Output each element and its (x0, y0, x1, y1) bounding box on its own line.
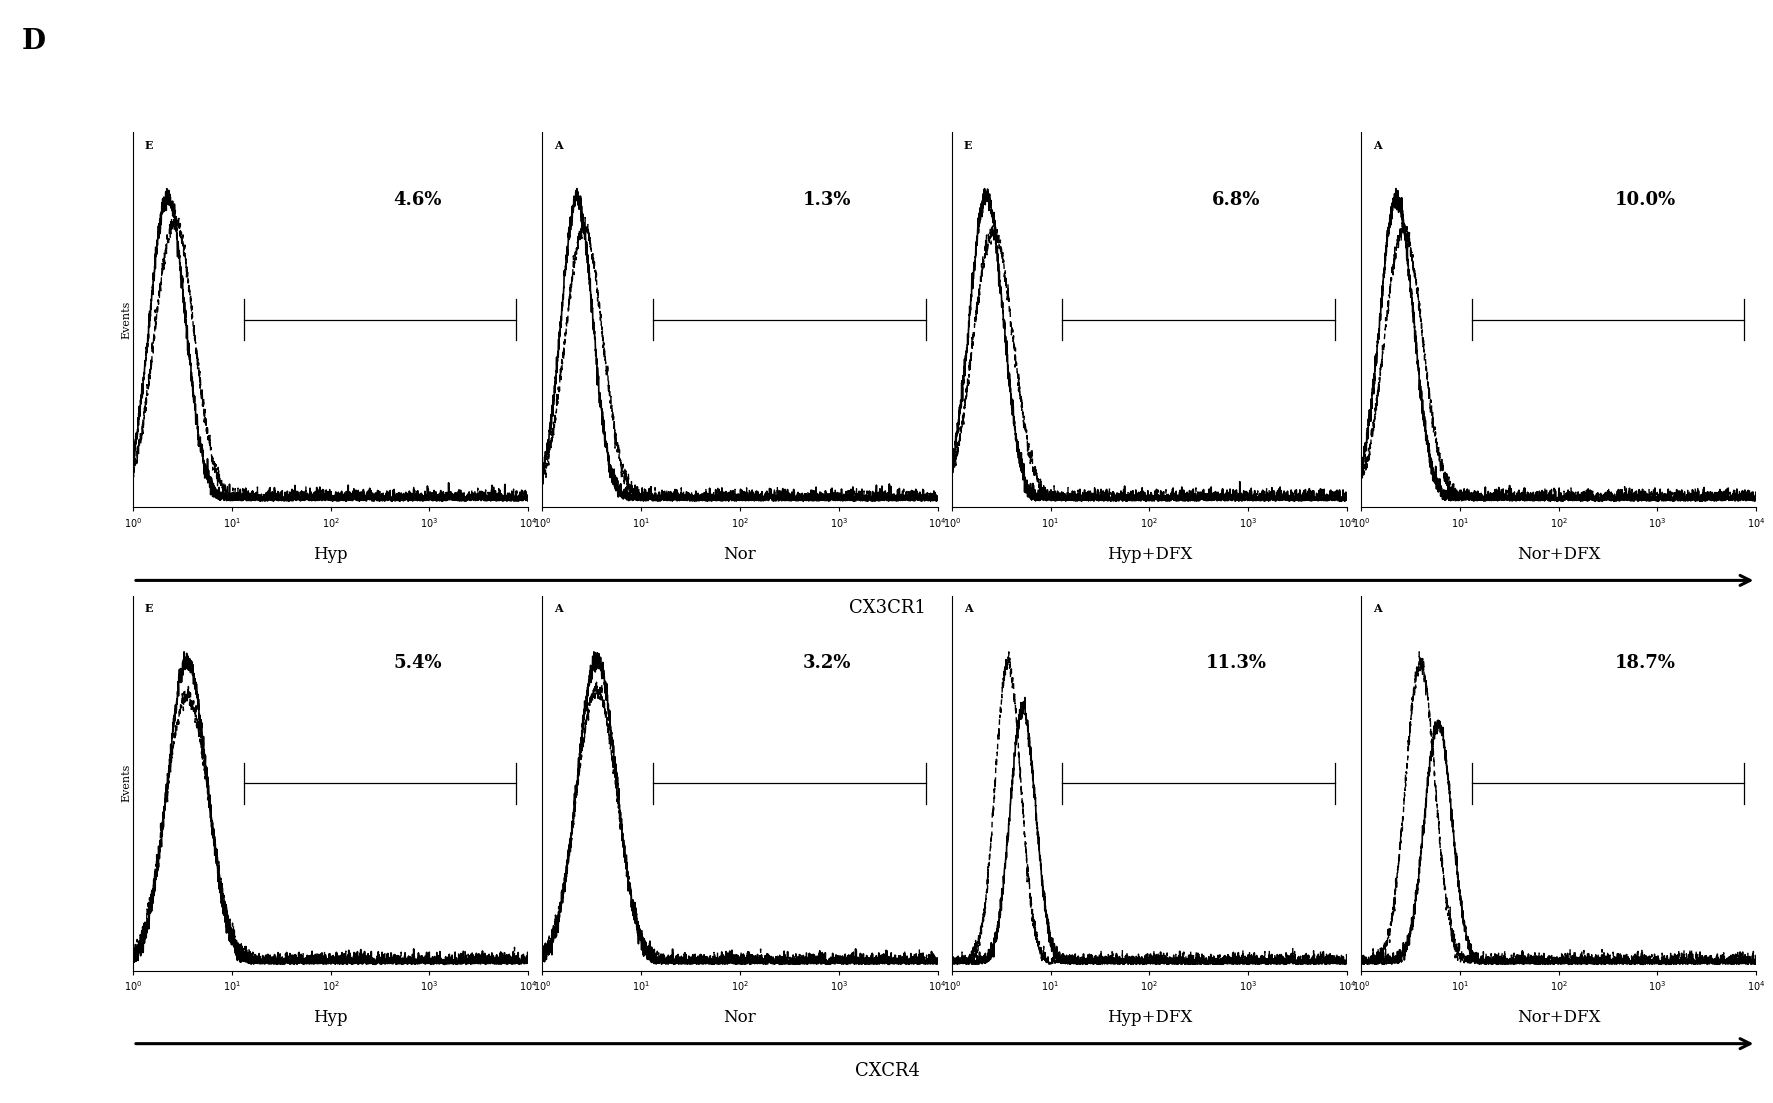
Text: E: E (145, 140, 152, 151)
Text: 4.6%: 4.6% (394, 191, 441, 208)
Text: CXCR4: CXCR4 (855, 1062, 918, 1080)
Text: A: A (963, 603, 972, 614)
Text: E: E (145, 603, 152, 614)
Text: 10.0%: 10.0% (1613, 191, 1675, 208)
Text: Hyp: Hyp (314, 546, 348, 563)
Text: A: A (1372, 603, 1381, 614)
Text: A: A (553, 603, 562, 614)
Text: 3.2%: 3.2% (801, 654, 851, 672)
Text: A: A (1372, 140, 1381, 151)
Text: 5.4%: 5.4% (394, 654, 441, 672)
Text: 6.8%: 6.8% (1211, 191, 1261, 208)
Text: E: E (963, 140, 972, 151)
Text: CX3CR1: CX3CR1 (847, 599, 926, 617)
Text: 1.3%: 1.3% (801, 191, 851, 208)
Text: Nor+DFX: Nor+DFX (1516, 546, 1599, 563)
Text: A: A (553, 140, 562, 151)
Text: Nor+DFX: Nor+DFX (1516, 1009, 1599, 1026)
Text: Hyp: Hyp (314, 1009, 348, 1026)
Text: 18.7%: 18.7% (1613, 654, 1675, 672)
Text: Nor: Nor (723, 1009, 755, 1026)
Text: Hyp+DFX: Hyp+DFX (1106, 1009, 1191, 1026)
Text: D: D (21, 28, 46, 54)
Y-axis label: Events: Events (122, 301, 131, 339)
Text: Nor: Nor (723, 546, 755, 563)
Text: 11.3%: 11.3% (1206, 654, 1266, 672)
Y-axis label: Events: Events (122, 764, 131, 802)
Text: Hyp+DFX: Hyp+DFX (1106, 546, 1191, 563)
